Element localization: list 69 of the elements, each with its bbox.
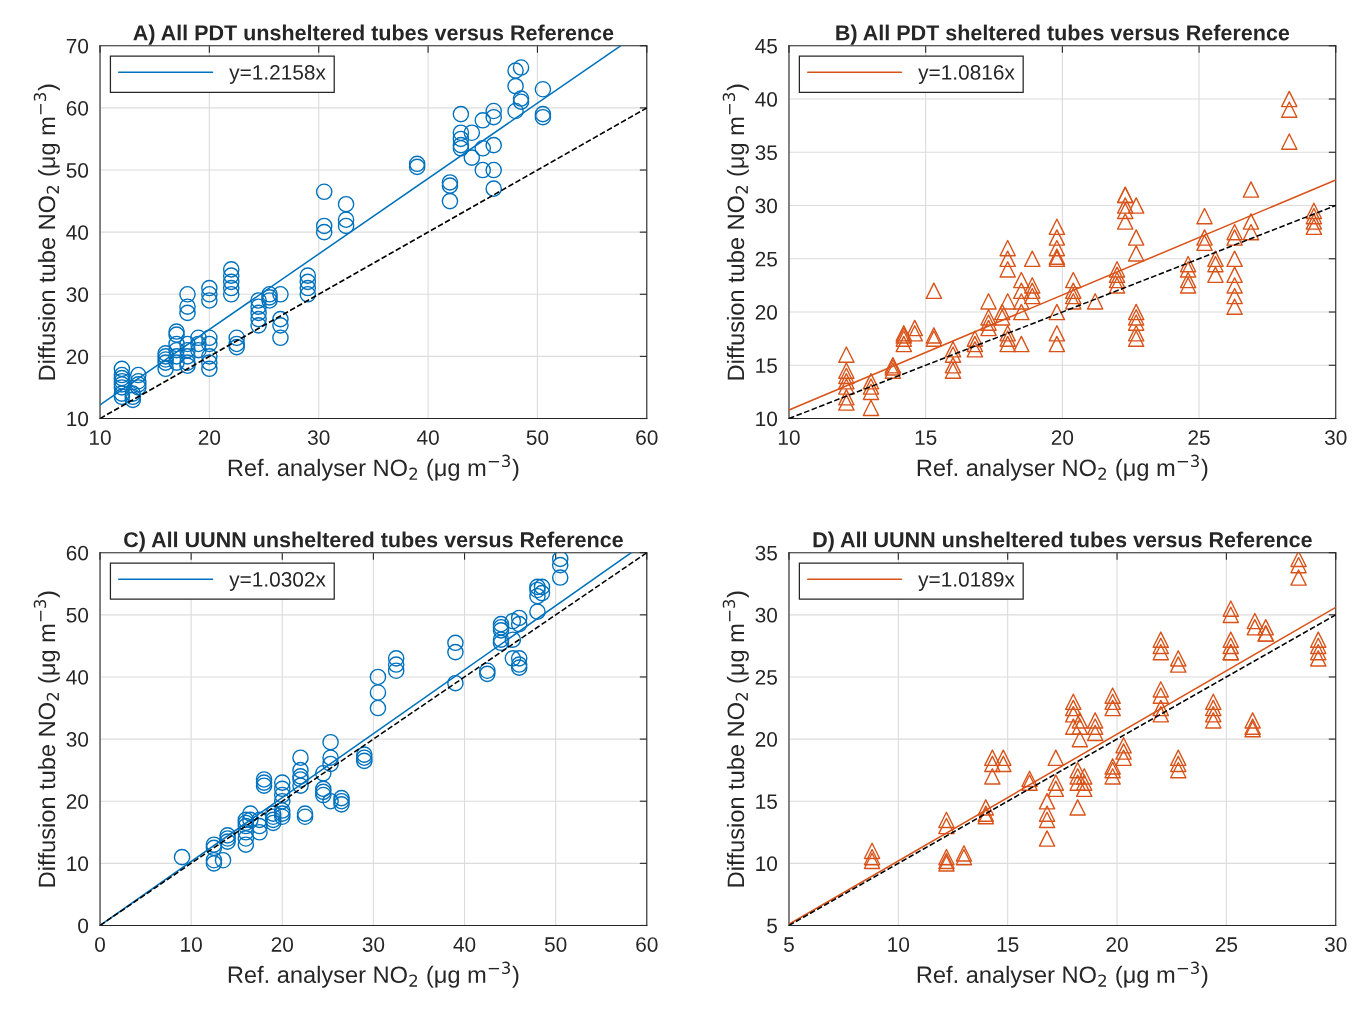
x-tick-label: 60 [636, 430, 658, 445]
y-tick-label: 70 [66, 38, 89, 54]
chart-title: D) All UUNN unsheltered tubes versus Reference [813, 531, 1312, 552]
y-tick-label: 50 [66, 607, 89, 623]
x-tick-label: 10 [90, 430, 111, 445]
y-tick-label: 25 [755, 669, 777, 685]
x-tick-label: 10 [778, 430, 800, 445]
y-tick-label: 20 [755, 732, 778, 747]
x-tick-label: 50 [526, 430, 549, 445]
y-tick-label: 15 [756, 358, 777, 374]
x-tick-label: 60 [636, 937, 658, 952]
y-tick-label: 30 [66, 287, 89, 303]
y-tick-label: 10 [67, 856, 89, 872]
y-tick-label: 10 [756, 856, 778, 872]
x-axis-title: Ref. analyser NO$_{2}$ (μg m$^{−3}$) [917, 454, 1208, 481]
x-tick-label: 15 [915, 430, 937, 445]
chart-title: B) All PDT sheltered tubes versus Reference [836, 24, 1290, 45]
y-tick-label: 10 [756, 411, 778, 427]
y-axis-title: Diffusion tube NO$_{2}$ (μg m$^{−3}$) [33, 84, 60, 380]
x-tick-label: 40 [416, 430, 439, 445]
x-tick-label: 20 [1051, 430, 1074, 445]
x-tick-label: 30 [307, 430, 330, 445]
x-tick-label: 20 [271, 937, 294, 952]
y-tick-label: 30 [66, 732, 89, 747]
y-tick-label: 30 [755, 607, 778, 623]
y-tick-label: 20 [755, 305, 778, 320]
y-axis-title: Diffusion tube NO$_{2}$ (μg m$^{−3}$) [722, 591, 749, 887]
x-tick-label: 10 [181, 937, 202, 952]
legend-label: y=1.0816x [918, 65, 1015, 84]
y-tick-label: 60 [66, 545, 89, 561]
y-tick-label: 40 [66, 225, 89, 240]
chart-title: A) All PDT unsheltered tubes versus Reference [133, 24, 614, 45]
y-tick-label: 20 [66, 349, 89, 365]
y-tick-label: 50 [66, 163, 89, 178]
y-tick-label: 35 [755, 145, 777, 161]
y-tick-label: 10 [67, 411, 89, 427]
x-axis-title: Ref. analyser NO$_{2}$ (μg m$^{−3}$) [917, 961, 1208, 988]
x-tick-label: 25 [1188, 430, 1210, 445]
legend-label: y=1.0189x [918, 572, 1015, 591]
x-tick-label: 15 [997, 937, 1019, 952]
x-tick-label: 40 [453, 937, 476, 952]
x-axis-title: Ref. analyser NO$_{2}$ (μg m$^{−3}$) [228, 961, 519, 988]
x-tick-label: 10 [888, 937, 910, 952]
x-tick-label: 20 [1106, 937, 1128, 952]
y-tick-label: 25 [755, 251, 777, 267]
y-tick-label: 0 [78, 918, 89, 934]
x-tick-label: 25 [1215, 937, 1238, 952]
y-tick-label: 5 [767, 918, 777, 934]
y-tick-label: 35 [755, 545, 777, 561]
y-tick-label: 40 [755, 92, 778, 107]
y-axis-title: Diffusion tube NO$_{2}$ (μg m$^{−3}$) [33, 591, 60, 887]
y-tick-label: 40 [66, 669, 89, 685]
x-tick-label: 5 [784, 937, 794, 952]
y-axis-title: Diffusion tube NO$_{2}$ (μg m$^{−3}$) [722, 84, 749, 380]
y-tick-label: 30 [755, 198, 778, 214]
x-tick-label: 30 [362, 937, 385, 952]
x-tick-label: 30 [1324, 430, 1347, 445]
y-tick-label: 60 [66, 100, 89, 116]
y-tick-label: 45 [755, 38, 777, 54]
x-tick-label: 50 [544, 937, 567, 952]
y-tick-label: 20 [66, 794, 89, 809]
legend-label: y=1.0302x [229, 572, 326, 591]
x-tick-label: 0 [95, 937, 105, 952]
x-tick-label: 20 [198, 430, 221, 445]
x-axis-title: Ref. analyser NO$_{2}$ (μg m$^{−3}$) [228, 454, 519, 481]
x-tick-label: 30 [1324, 937, 1347, 952]
chart-title: C) All UUNN unsheltered tubes versus Reference [124, 531, 623, 552]
y-tick-label: 15 [756, 794, 777, 809]
legend-label: y=1.2158x [229, 65, 326, 84]
